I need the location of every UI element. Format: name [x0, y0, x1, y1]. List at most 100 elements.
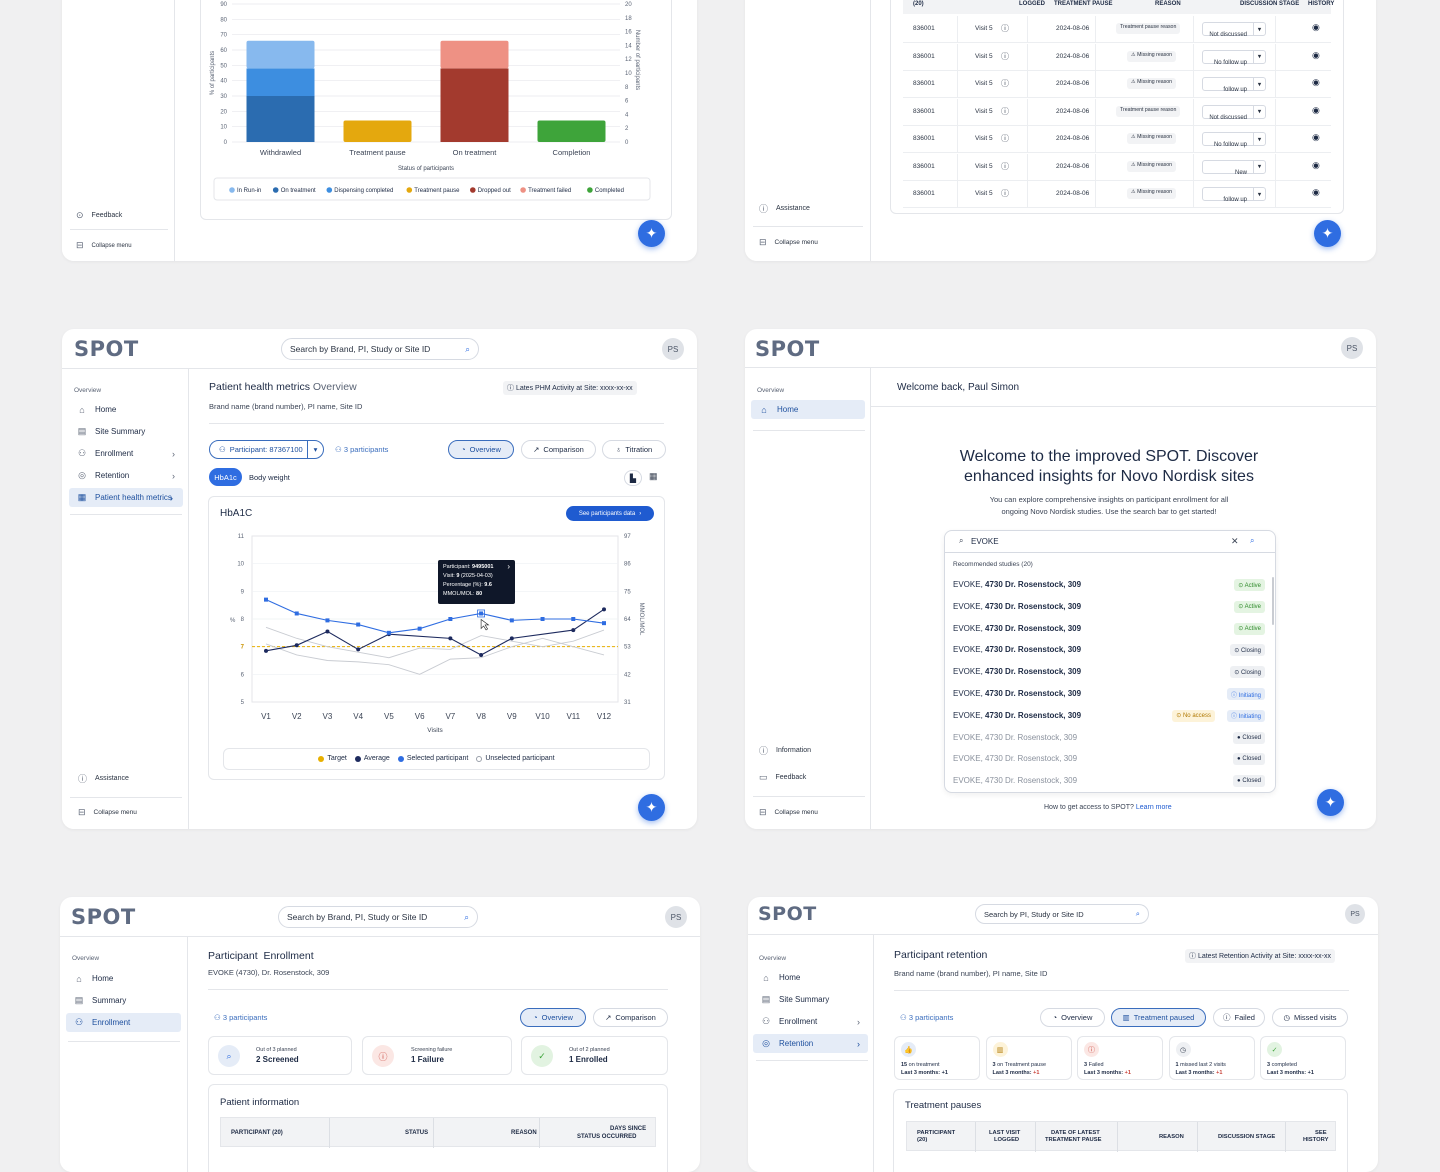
assistance-link[interactable]: ⓘ Assistance — [78, 774, 129, 784]
data-point[interactable] — [264, 597, 268, 602]
data-point[interactable] — [294, 611, 299, 616]
bar-segment[interactable] — [537, 120, 606, 142]
study-search-input[interactable]: ⌕ EVOKE ✕ ⌕ — [945, 531, 1275, 553]
info-icon[interactable]: ⓘ — [1001, 24, 1009, 33]
info-icon[interactable]: ⓘ — [1001, 51, 1009, 61]
bar-segment[interactable] — [246, 40, 315, 69]
collapse-menu-button[interactable]: ⊟ Collapse menu — [759, 237, 818, 247]
retention-stat-card[interactable]: ⓘ 3 Failed Last 3 months: +1 — [1077, 1036, 1163, 1080]
data-point[interactable] — [602, 607, 606, 612]
search-input[interactable]: Search by PI, Study or Site ID ⌕ — [975, 904, 1149, 924]
tab-comparison[interactable]: ↗ Comparison — [593, 1008, 668, 1027]
discussion-stage-select[interactable]: follow up ▾ — [1202, 77, 1266, 93]
info-icon[interactable]: ⓘ — [1001, 79, 1009, 88]
selected-point-highlight[interactable] — [477, 609, 485, 618]
sidebar-item-home[interactable]: ⌂ Home — [751, 400, 865, 419]
bar-segment[interactable] — [440, 68, 509, 142]
study-list-item[interactable]: EVOKE, 4730 Dr. Rosenstock, 309 ● Closed — [953, 731, 1265, 747]
study-list-item[interactable]: EVOKE, 4730 Dr. Rosenstock, 309 ⊙ Closing — [953, 643, 1265, 659]
discussion-stage-select[interactable]: No follow up ▾ — [1202, 49, 1266, 66]
info-icon[interactable]: ⓘ — [1001, 134, 1009, 143]
see-participants-data-button[interactable]: See participants data › — [566, 506, 654, 521]
chevron-right-icon[interactable]: › — [507, 562, 510, 571]
data-point[interactable] — [386, 630, 391, 635]
data-point[interactable] — [356, 647, 361, 652]
tab-body-weight[interactable]: Body weight — [249, 473, 290, 482]
discussion-stage-select[interactable]: No follow up ▾ — [1202, 132, 1266, 148]
scrollbar[interactable] — [1272, 577, 1274, 625]
bar-segment[interactable] — [246, 68, 315, 96]
search-input[interactable]: Search by Brand, PI, Study or Site ID ⌕ — [278, 906, 478, 928]
tab-treatment-paused[interactable]: ▥ Treatment paused — [1111, 1008, 1206, 1027]
retention-stat-card[interactable]: 👍 15 on treatment Last 3 months: +1 — [894, 1036, 980, 1080]
tab-overview[interactable]: ◔ Overview — [520, 1008, 586, 1027]
study-list-item[interactable]: EVOKE, 4730 Dr. Rosenstock, 309 ⊙ Active — [953, 622, 1265, 638]
eye-icon[interactable]: ◉ — [1312, 49, 1320, 60]
sidebar-item-home[interactable]: ⌂ Home — [66, 969, 181, 988]
study-list-item[interactable]: EVOKE, 4730 Dr. Rosenstock, 309 ● Closed — [953, 752, 1265, 768]
study-list-item[interactable]: EVOKE, 4730 Dr. Rosenstock, 309 ⊙ Active — [953, 600, 1265, 616]
avatar[interactable]: PS — [1341, 337, 1363, 359]
study-list-item[interactable]: EVOKE, 4730 Dr. Rosenstock, 309 ⊙ Active — [953, 578, 1265, 594]
retention-stat-card[interactable]: ◷ 1 missed last 2 visits Last 3 months: +1 — [1168, 1036, 1255, 1080]
data-point[interactable] — [602, 621, 606, 626]
sidebar-item-patient-health-metrics[interactable]: ▦ Patient health metrics › — [69, 488, 183, 507]
collapse-menu-button[interactable]: ⊟ Collapse menu — [76, 240, 132, 250]
data-point[interactable] — [571, 628, 576, 633]
retention-stat-card[interactable]: ▥ 3 on Treatment pause Last 3 months: +1 — [985, 1036, 1072, 1080]
sidebar-item-site-summary[interactable]: ▤ Site Summary — [761, 994, 830, 1004]
discussion-stage-select[interactable]: New ▾ — [1202, 159, 1266, 176]
data-point[interactable] — [294, 643, 299, 648]
discussion-stage-select[interactable]: Not discussed ▾ — [1202, 104, 1266, 121]
ai-assistant-button[interactable]: ✦ — [638, 220, 665, 247]
clear-icon[interactable]: ✕ — [1231, 536, 1239, 546]
data-point[interactable] — [571, 617, 576, 621]
info-icon[interactable]: ⓘ — [1001, 189, 1009, 198]
tab-comparison[interactable]: ↗ Comparison — [521, 440, 596, 459]
avatar[interactable]: PS — [1345, 904, 1365, 924]
data-point[interactable] — [325, 618, 330, 623]
collapse-menu-button[interactable]: ⊟ Collapse menu — [78, 807, 137, 817]
bar-segment[interactable] — [440, 40, 509, 69]
data-point[interactable] — [264, 648, 268, 653]
study-list-item[interactable]: EVOKE, 4730 Dr. Rosenstock, 309 ● Closed — [953, 774, 1265, 790]
discussion-stage-select[interactable]: Not discussed ▾ — [1202, 22, 1266, 38]
study-list-item[interactable]: EVOKE, 4730 Dr. Rosenstock, 309 ⊙ Closing — [953, 665, 1265, 681]
ai-assistant-button[interactable]: ✦ — [638, 794, 665, 821]
tab-failed[interactable]: ⓘ Failed — [1213, 1008, 1265, 1027]
data-point[interactable] — [509, 636, 514, 641]
data-point[interactable] — [540, 617, 545, 621]
data-point[interactable] — [448, 636, 453, 641]
collapse-menu-button[interactable]: ⊟ Collapse menu — [759, 807, 818, 817]
data-point[interactable] — [479, 611, 484, 616]
search-input[interactable]: Search by Brand, PI, Study or Site ID ⌕ — [281, 338, 479, 360]
data-point[interactable] — [325, 629, 330, 634]
data-point[interactable] — [417, 626, 422, 631]
data-point[interactable] — [356, 622, 361, 627]
sidebar-item-home[interactable]: ⌂ Home — [753, 968, 868, 987]
info-icon[interactable]: ⓘ — [1001, 161, 1009, 171]
eye-icon[interactable]: ◉ — [1312, 187, 1320, 197]
table-view-button[interactable]: ▦ — [649, 471, 658, 482]
sidebar-item-home[interactable]: ⌂ Home — [69, 400, 183, 419]
eye-icon[interactable]: ◉ — [1312, 132, 1320, 142]
search-submit-icon[interactable]: ⌕ — [1250, 536, 1255, 545]
chevron-down-icon[interactable]: ▾ — [307, 441, 323, 458]
tab-overview[interactable]: ◔ Overview — [448, 440, 514, 459]
chart-view-button[interactable]: ▙ — [624, 470, 642, 486]
eye-icon[interactable]: ◉ — [1312, 104, 1320, 115]
study-list-item[interactable]: EVOKE, 4730 Dr. Rosenstock, 309 ⓘ Initiat… — [953, 709, 1265, 725]
participant-select[interactable]: ⚇ Participant: 87367100 ▾ — [209, 440, 324, 459]
sidebar-item-retention[interactable]: ◎ Retention › — [78, 470, 175, 481]
study-list-item[interactable]: EVOKE, 4730 Dr. Rosenstock, 309 ⓘ Initiat… — [953, 687, 1265, 703]
sidebar-item-enrollment[interactable]: ⚇ Enrollment — [66, 1013, 181, 1032]
data-point[interactable] — [448, 617, 453, 621]
feedback-link[interactable]: ▭ Feedback — [759, 772, 807, 782]
assistance-link[interactable]: ⓘ Assistance — [759, 204, 810, 214]
avatar[interactable]: PS — [662, 338, 684, 360]
feedback-link[interactable]: ⊙ Feedback — [76, 210, 123, 220]
ai-assistant-button[interactable]: ✦ — [1314, 220, 1341, 247]
eye-icon[interactable]: ◉ — [1312, 22, 1320, 32]
ai-assistant-button[interactable]: ✦ — [1317, 789, 1344, 816]
info-icon[interactable]: ⓘ — [1001, 106, 1009, 116]
